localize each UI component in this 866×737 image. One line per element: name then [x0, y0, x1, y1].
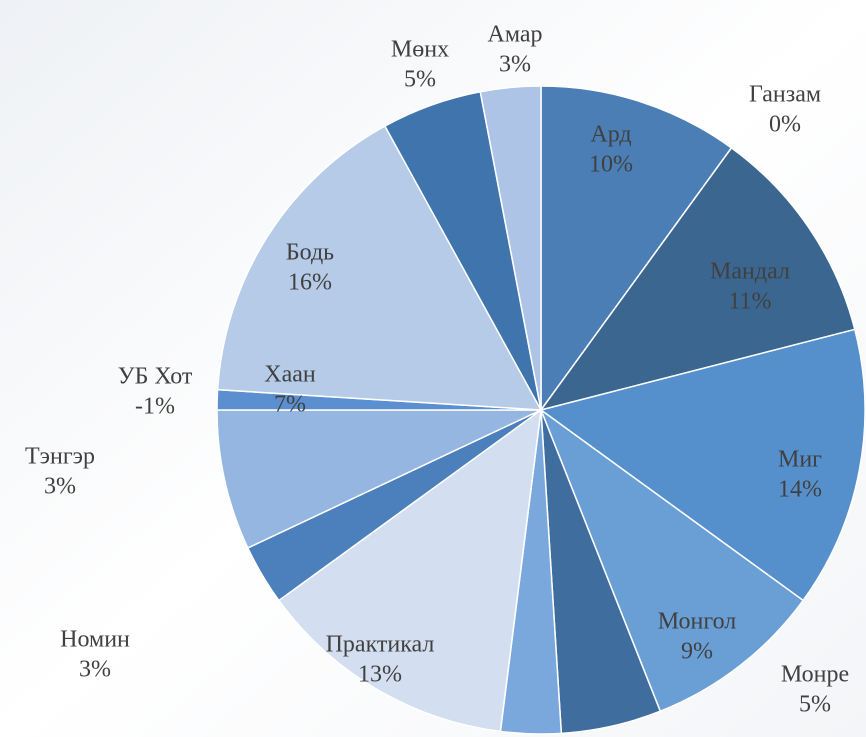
value-label: 16%: [288, 270, 332, 296]
slice-label: Амар: [487, 22, 542, 48]
value-label: 5%: [799, 692, 831, 718]
slice-label: Хаан: [264, 362, 316, 388]
pie: [217, 86, 865, 734]
value-label: 3%: [44, 474, 76, 500]
slice-label: Мандал: [710, 259, 790, 285]
value-label: 3%: [79, 657, 111, 683]
value-label: 10%: [589, 152, 633, 178]
page: {"chart_data": {"type": "pie", "categori…: [0, 0, 866, 737]
value-label: 3%: [499, 52, 531, 78]
slice-label: Монгол: [658, 609, 737, 635]
slice-label: УБ Хот: [118, 364, 193, 390]
slice-label: Миг: [778, 447, 822, 473]
value-label: 0%: [769, 112, 801, 138]
slice-label: Мөнх: [391, 37, 449, 63]
slice-label: Бодь: [286, 240, 334, 266]
value-label: 9%: [681, 639, 713, 665]
value-label: 13%: [358, 662, 402, 688]
slice-label: Практикал: [326, 632, 435, 658]
slice-label: Ард: [590, 122, 631, 148]
chart: Ард 10% Ганзам 0% Мандал 11% Миг 14% Монгол 9% Мон…: [0, 0, 866, 737]
value-label: 11%: [728, 289, 771, 315]
value-label: 5%: [404, 67, 436, 93]
slice-label: Монре: [781, 662, 849, 688]
value-label: -1%: [135, 394, 175, 420]
slice-label: Ганзам: [749, 82, 821, 108]
slice-label: Тэнгэр: [25, 444, 95, 470]
value-label: 14%: [778, 477, 822, 503]
value-label: 7%: [274, 392, 306, 418]
slice-label: Номин: [60, 627, 130, 653]
